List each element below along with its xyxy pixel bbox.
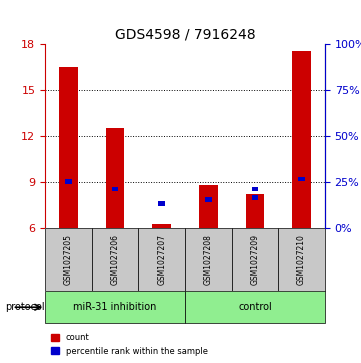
- FancyBboxPatch shape: [278, 228, 325, 291]
- FancyBboxPatch shape: [138, 228, 185, 291]
- FancyBboxPatch shape: [45, 291, 185, 323]
- Bar: [298, 177, 305, 181]
- Bar: [245, 194, 264, 228]
- Text: GSM1027205: GSM1027205: [64, 234, 73, 285]
- Text: GSM1027208: GSM1027208: [204, 234, 213, 285]
- Legend: count, percentile rank within the sample: count, percentile rank within the sample: [48, 330, 211, 359]
- Bar: [252, 195, 258, 200]
- Text: protocol: protocol: [5, 302, 45, 312]
- Bar: [252, 187, 258, 191]
- Bar: [112, 187, 118, 191]
- Bar: [59, 67, 78, 228]
- Text: GSM1027207: GSM1027207: [157, 234, 166, 285]
- Bar: [152, 224, 171, 228]
- Text: GSM1027206: GSM1027206: [110, 234, 119, 285]
- Bar: [65, 179, 72, 184]
- Text: GSM1027210: GSM1027210: [297, 234, 306, 285]
- FancyBboxPatch shape: [232, 228, 278, 291]
- Text: control: control: [238, 302, 272, 312]
- FancyBboxPatch shape: [185, 228, 232, 291]
- FancyBboxPatch shape: [45, 228, 92, 291]
- Bar: [106, 128, 125, 228]
- Title: GDS4598 / 7916248: GDS4598 / 7916248: [115, 27, 255, 41]
- Text: miR-31 inhibition: miR-31 inhibition: [73, 302, 157, 312]
- Bar: [158, 201, 165, 206]
- Bar: [205, 197, 212, 202]
- FancyBboxPatch shape: [92, 228, 138, 291]
- FancyBboxPatch shape: [185, 291, 325, 323]
- Bar: [292, 51, 311, 228]
- Bar: [199, 185, 218, 228]
- Text: GSM1027209: GSM1027209: [251, 234, 260, 285]
